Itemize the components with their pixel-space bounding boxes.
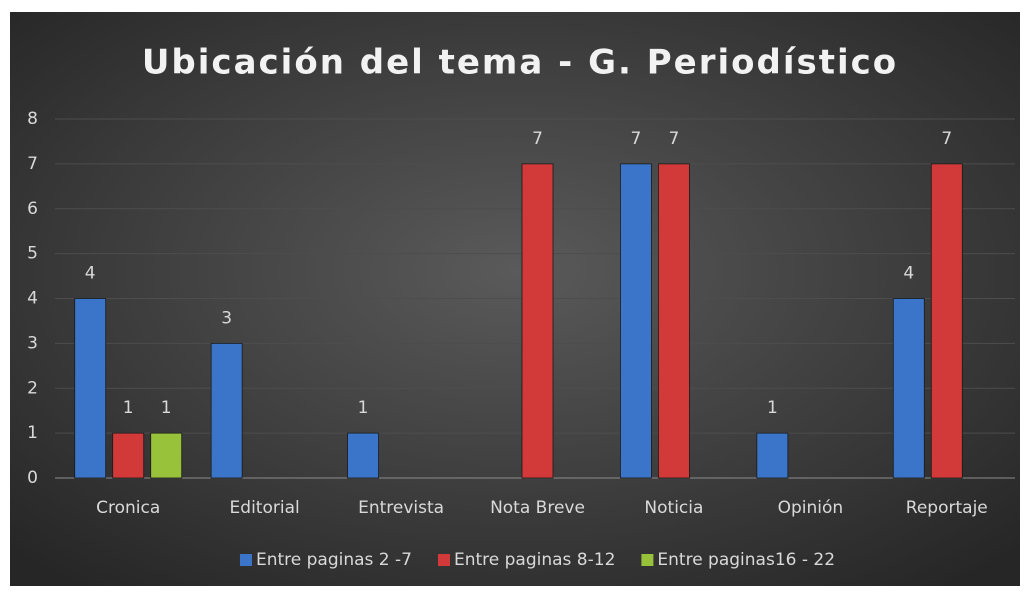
data-label: 7 (669, 129, 680, 149)
data-label: 3 (221, 308, 232, 328)
data-label: 7 (941, 129, 952, 149)
bar (347, 432, 379, 479)
y-tick-label: 2 (27, 378, 38, 398)
data-label: 1 (767, 398, 778, 418)
bar (756, 432, 789, 479)
x-tick-label: Noticia (644, 498, 703, 518)
data-label: 7 (631, 129, 642, 149)
x-tick-label: Cronica (96, 498, 160, 518)
y-tick-label: 0 (27, 468, 38, 488)
legend-marker (641, 554, 654, 566)
data-label: 4 (85, 264, 96, 284)
bar (74, 298, 107, 479)
y-tick-label: 3 (27, 333, 38, 353)
y-tick-label: 1 (27, 423, 38, 443)
bar (112, 432, 145, 479)
bar (658, 163, 690, 479)
y-tick-label: 8 (27, 109, 38, 129)
bar (210, 342, 243, 479)
legend-marker (239, 554, 252, 566)
data-label: 1 (123, 398, 134, 418)
legend-marker (437, 554, 450, 566)
bar (930, 163, 963, 479)
x-tick-label: Editorial (230, 498, 300, 518)
y-tick-label: 7 (27, 154, 38, 174)
legend-label: Entre paginas16 - 22 (657, 550, 835, 570)
x-tick-label: Entrevista (358, 498, 444, 518)
x-tick-label: Reportaje (906, 498, 988, 518)
y-tick-label: 6 (27, 199, 38, 219)
bar (620, 163, 652, 479)
bar (892, 298, 925, 479)
y-tick-label: 4 (27, 289, 38, 309)
bar (150, 432, 183, 479)
chart-title: Ubicación del tema - G. Periodístico (142, 43, 898, 83)
data-label: 1 (161, 398, 172, 418)
data-label: 4 (903, 264, 914, 284)
x-tick-label: Nota Breve (490, 498, 585, 518)
x-tick-label: Opinión (778, 498, 844, 518)
legend-label: Entre paginas 2 -7 (256, 550, 412, 570)
y-tick-label: 5 (27, 244, 38, 264)
legend-label: Entre paginas 8-12 (454, 550, 615, 570)
data-label: 1 (358, 398, 369, 418)
data-label: 7 (532, 129, 543, 149)
bar (521, 163, 554, 479)
